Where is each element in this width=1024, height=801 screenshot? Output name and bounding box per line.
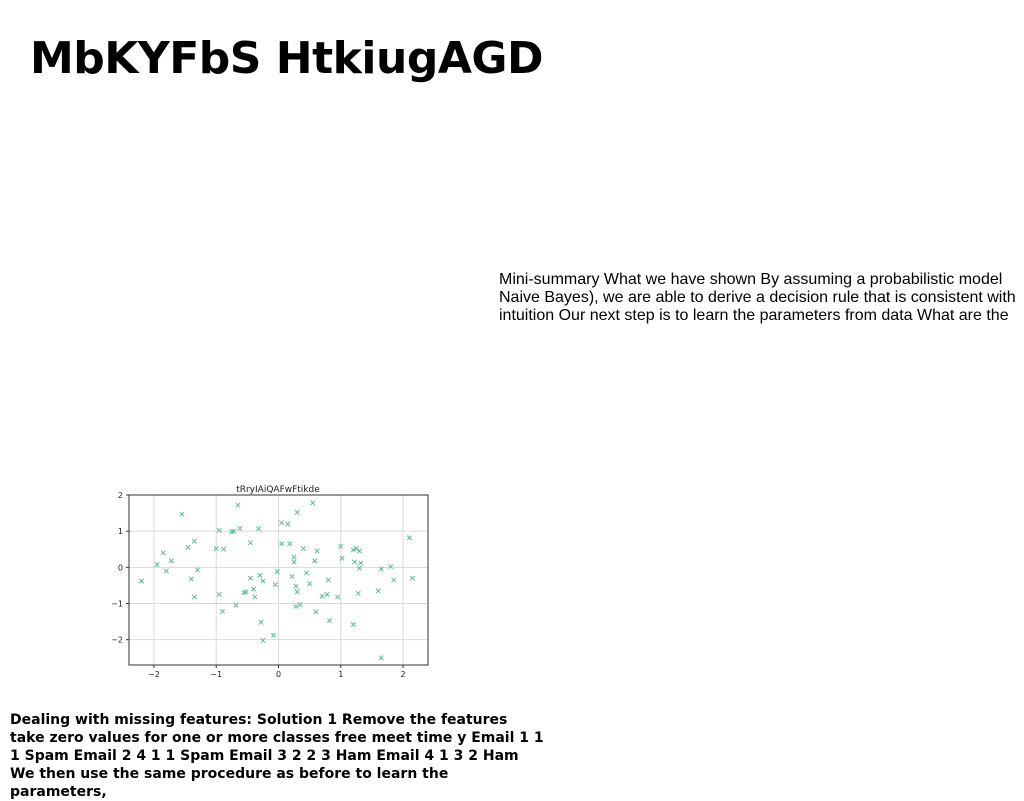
data-point (391, 577, 397, 583)
data-point (233, 602, 239, 608)
scatter-plot: tRryIAiQAFwFtikde −2 −1 0 1 2 2 1 0 −1 −2 (111, 485, 429, 679)
data-point (291, 559, 297, 565)
data-point (350, 621, 356, 628)
data-point (247, 575, 254, 581)
data-point (285, 521, 291, 527)
data-point (258, 619, 264, 625)
x-tick-label: 2 (401, 670, 406, 679)
body-text: Dealing with missing features: Solution … (10, 712, 544, 800)
data-point (279, 520, 285, 526)
data-point (231, 528, 237, 534)
y-tick-label: −1 (111, 600, 123, 609)
data-point (216, 591, 222, 598)
data-point (289, 573, 295, 579)
data-point (272, 582, 278, 588)
data-point (213, 545, 219, 552)
data-point (235, 502, 241, 508)
y-tick-label: −2 (111, 636, 123, 645)
data-point (270, 632, 277, 638)
data-point (314, 548, 320, 554)
data-point (237, 525, 243, 531)
data-point (378, 566, 384, 572)
data-point (257, 572, 263, 578)
data-point (355, 590, 361, 596)
data-point (293, 603, 299, 609)
data-point (188, 576, 194, 582)
data-point (388, 564, 394, 570)
data-point (375, 588, 381, 594)
y-tick-label: 1 (118, 527, 123, 536)
x-tick-label: −2 (148, 670, 160, 679)
data-point (251, 586, 257, 592)
data-point (310, 500, 316, 506)
data-point (274, 569, 280, 575)
data-point (191, 538, 197, 544)
data-point (319, 593, 325, 599)
data-point (163, 568, 169, 574)
y-tick-label: 2 (118, 491, 123, 500)
data-point (247, 540, 254, 546)
data-point (406, 535, 412, 541)
data-point (179, 511, 185, 517)
data-point (297, 602, 303, 608)
data-point (307, 581, 313, 587)
data-point (287, 541, 293, 547)
x-tick-label: 0 (276, 670, 281, 679)
data-point (168, 558, 174, 564)
data-point (256, 526, 262, 532)
summary-text: Mini-summary What we have shown By assum… (499, 271, 1016, 324)
data-point (327, 617, 333, 624)
data-point (260, 637, 266, 643)
data-point (350, 547, 356, 553)
data-point (194, 567, 201, 573)
data-point (325, 577, 331, 583)
x-tick-label: 1 (338, 670, 343, 679)
data-point (138, 578, 145, 584)
data-point (300, 545, 306, 552)
data-point (324, 591, 330, 598)
data-point (216, 527, 222, 534)
data-point (293, 583, 299, 589)
data-point (294, 509, 300, 515)
data-point (260, 578, 266, 584)
data-point (409, 575, 415, 581)
data-point (335, 594, 341, 600)
data-point (279, 541, 285, 547)
data-point (221, 546, 227, 552)
data-point (160, 550, 166, 556)
y-tick-label: 0 (118, 563, 123, 572)
data-point (219, 608, 225, 615)
page-title: MbKYFbS HtkiugAGD (30, 33, 544, 84)
data-point (339, 555, 345, 561)
data-point (358, 560, 364, 566)
data-point (243, 589, 249, 595)
x-tick-label: −1 (210, 670, 222, 679)
data-point (185, 544, 191, 551)
data-point (312, 558, 318, 564)
data-point (154, 561, 160, 568)
data-point (191, 594, 197, 600)
data-point (356, 565, 363, 571)
chart-title: tRryIAiQAFwFtikde (236, 485, 320, 495)
data-point (338, 543, 344, 549)
data-point (378, 655, 384, 661)
data-point (252, 594, 258, 600)
data-point (356, 548, 363, 554)
scatter-chart: tRryIAiQAFwFtikde −2 −1 0 1 2 2 1 0 −1 −2 (104, 480, 444, 680)
data-point (313, 609, 319, 615)
data-point (351, 559, 358, 565)
data-point (294, 589, 300, 595)
data-point (303, 570, 310, 576)
data-point (291, 554, 297, 560)
